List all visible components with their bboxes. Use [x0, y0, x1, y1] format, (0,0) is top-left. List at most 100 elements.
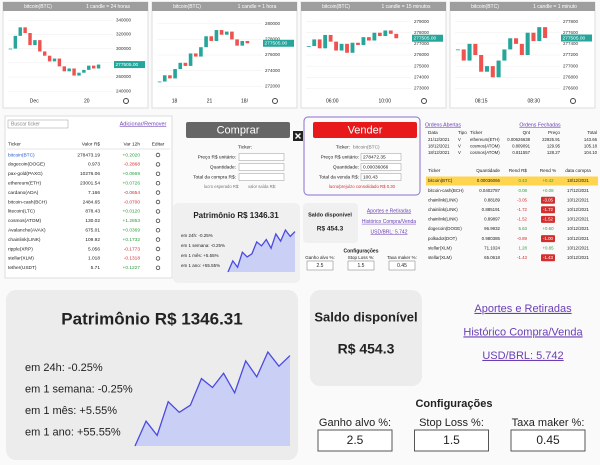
ticker-cell[interactable]: bitcoin(BTC)	[8, 152, 35, 158]
edit-icon[interactable]	[155, 227, 161, 233]
edit-icon[interactable]	[155, 199, 161, 205]
link[interactable]: USD/BRL: 5.742	[371, 229, 408, 235]
candle	[339, 43, 344, 51]
position-cell[interactable]: chainlink(LINK)	[428, 217, 458, 222]
change-cell: +0.0669	[123, 171, 141, 177]
candle	[38, 40, 42, 52]
candle	[361, 37, 366, 45]
y-tick-label: 278000	[414, 30, 430, 35]
config-label: Ganho alvo %:	[305, 255, 335, 260]
edit-icon[interactable]	[155, 256, 161, 261]
position-cell[interactable]: stellar(XLM)	[428, 255, 452, 260]
search-input[interactable]	[7, 119, 69, 129]
edit-icon[interactable]	[155, 218, 161, 223]
candle	[306, 46, 311, 47]
position-cell[interactable]: dogecoin(DOGE)	[428, 226, 462, 231]
x-tick-label: 08:30	[527, 98, 540, 104]
position-cell: 0.0402787	[479, 188, 500, 193]
order-cell: 0.00626638	[507, 137, 530, 142]
chart-header	[152, 2, 297, 11]
link[interactable]: Aportes e Retiradas	[474, 303, 572, 315]
settings-icon[interactable]	[123, 98, 129, 104]
edit-icon[interactable]	[155, 246, 161, 252]
ticker-cell[interactable]: cardano(ADA)	[8, 190, 39, 196]
ticker-cell[interactable]: stellar(XLM)	[8, 256, 34, 262]
patrimonio-title: Patrimônio R$ 1346.31	[193, 211, 279, 220]
column-header: Editar	[152, 141, 165, 147]
position-cell[interactable]: bitcoin-cash(BCH)	[428, 188, 464, 193]
position-cell: 0.980385	[482, 236, 501, 241]
buy-input[interactable]	[238, 153, 285, 161]
buy-button[interactable]	[186, 122, 290, 138]
change-cell: +0.0369	[123, 227, 141, 233]
position-cell[interactable]: polkadot(DOT)	[428, 236, 457, 241]
config-title: Configurações	[343, 248, 378, 254]
config-input[interactable]	[388, 260, 416, 271]
edit-icon[interactable]	[155, 265, 161, 270]
price-tag: 277505.00	[265, 41, 288, 47]
sell-input[interactable]	[360, 173, 402, 181]
patrimonio-change: em 24h: -0.25%	[25, 362, 103, 374]
edit-icon[interactable]	[155, 190, 161, 195]
position-cell[interactable]: chainlink(LINK)	[428, 197, 458, 202]
price-tag: 277505.00	[563, 35, 586, 41]
ticker-cell[interactable]: tether(USDT)	[8, 265, 37, 271]
ticker-cell[interactable]: bitcoin-cash(BCH)	[8, 199, 47, 205]
config-value: 1.5	[443, 433, 460, 447]
config-input[interactable]	[510, 429, 586, 452]
edit-icon[interactable]	[155, 180, 161, 186]
buy-input[interactable]	[238, 173, 285, 181]
config-input[interactable]	[306, 260, 334, 271]
position-cell[interactable]: stellar(XLM)	[428, 245, 452, 250]
edit-icon[interactable]	[155, 171, 161, 176]
sell-panel	[303, 116, 421, 196]
link[interactable]: Histórico Compra/Venda	[362, 219, 416, 225]
config-input[interactable]	[347, 260, 375, 271]
candle	[328, 34, 333, 42]
ticker-cell[interactable]: chainlink(LINK)	[8, 237, 41, 243]
change-cell: -0.1318	[124, 256, 141, 262]
link[interactable]: Histórico Compra/Venda	[463, 326, 583, 338]
close-icon	[295, 133, 301, 139]
config-label: Ganho alvo %:	[319, 417, 391, 429]
position-cell: -1.43	[517, 255, 528, 260]
buy-input[interactable]	[238, 163, 285, 171]
settings-icon[interactable]	[570, 98, 576, 104]
settings-icon[interactable]	[421, 98, 427, 104]
ticker-cell[interactable]: Avalanche(AVAX)	[8, 227, 46, 233]
y-tick-label: 274000	[414, 74, 430, 79]
sell-button[interactable]	[313, 122, 417, 138]
settings-icon[interactable]	[272, 98, 278, 104]
ticker-cell[interactable]: ripple(XRP)	[8, 246, 33, 252]
ticker-cell[interactable]: ethereum(ETH)	[8, 180, 41, 186]
position-cell[interactable]: bitcoin(BTC)	[428, 178, 453, 183]
sell-field-value: bitcoin(BTC)	[353, 144, 380, 150]
add-remove-link[interactable]: Adicionar/Remover	[120, 121, 167, 127]
edit-icon[interactable]	[155, 162, 161, 167]
ticker-cell[interactable]: cosmos(ATOM)	[8, 218, 42, 224]
y-tick-label: 277400	[563, 41, 579, 46]
ticker-cell[interactable]: dogecoin(DOGE)	[8, 162, 45, 168]
position-cell[interactable]: chainlink(LINK)	[428, 207, 458, 212]
edit-icon[interactable]	[155, 237, 161, 242]
candle	[183, 62, 188, 66]
link[interactable]: Aportes e Retiradas	[367, 208, 412, 214]
y-tick-label: 279000	[414, 19, 430, 24]
change-cell: +0.1227	[123, 265, 141, 271]
edit-icon[interactable]	[155, 152, 161, 158]
link[interactable]: USD/BRL: 5.742	[482, 350, 563, 362]
candle	[52, 58, 57, 62]
candle	[91, 65, 96, 69]
sell-input[interactable]	[360, 153, 402, 161]
config-input[interactable]	[414, 429, 489, 452]
candle	[178, 62, 183, 70]
order-cell: 0.809091	[512, 144, 531, 149]
ticker-cell[interactable]: litecoin(LTC)	[8, 209, 35, 215]
config-input[interactable]	[317, 429, 393, 452]
ticker-cell[interactable]: pax-gold(PAXG)	[8, 171, 43, 177]
sell-input[interactable]	[360, 163, 402, 171]
orders-tab[interactable]: Ordens Abertas	[425, 122, 461, 128]
orders-tab[interactable]: Ordens Fechadas	[519, 122, 561, 128]
sell-field-label: Total da venda R$:	[319, 174, 359, 180]
edit-icon[interactable]	[155, 209, 161, 214]
